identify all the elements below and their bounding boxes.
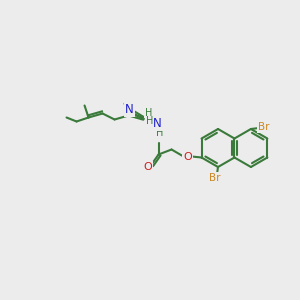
Text: N: N (153, 117, 162, 130)
Text: Br: Br (258, 122, 270, 132)
Text: O: O (143, 163, 152, 172)
Text: H: H (146, 116, 153, 127)
Text: Br: Br (209, 173, 221, 183)
Text: O: O (183, 152, 192, 161)
Text: H: H (145, 107, 152, 118)
Text: H: H (156, 128, 163, 137)
Text: N: N (125, 103, 134, 116)
